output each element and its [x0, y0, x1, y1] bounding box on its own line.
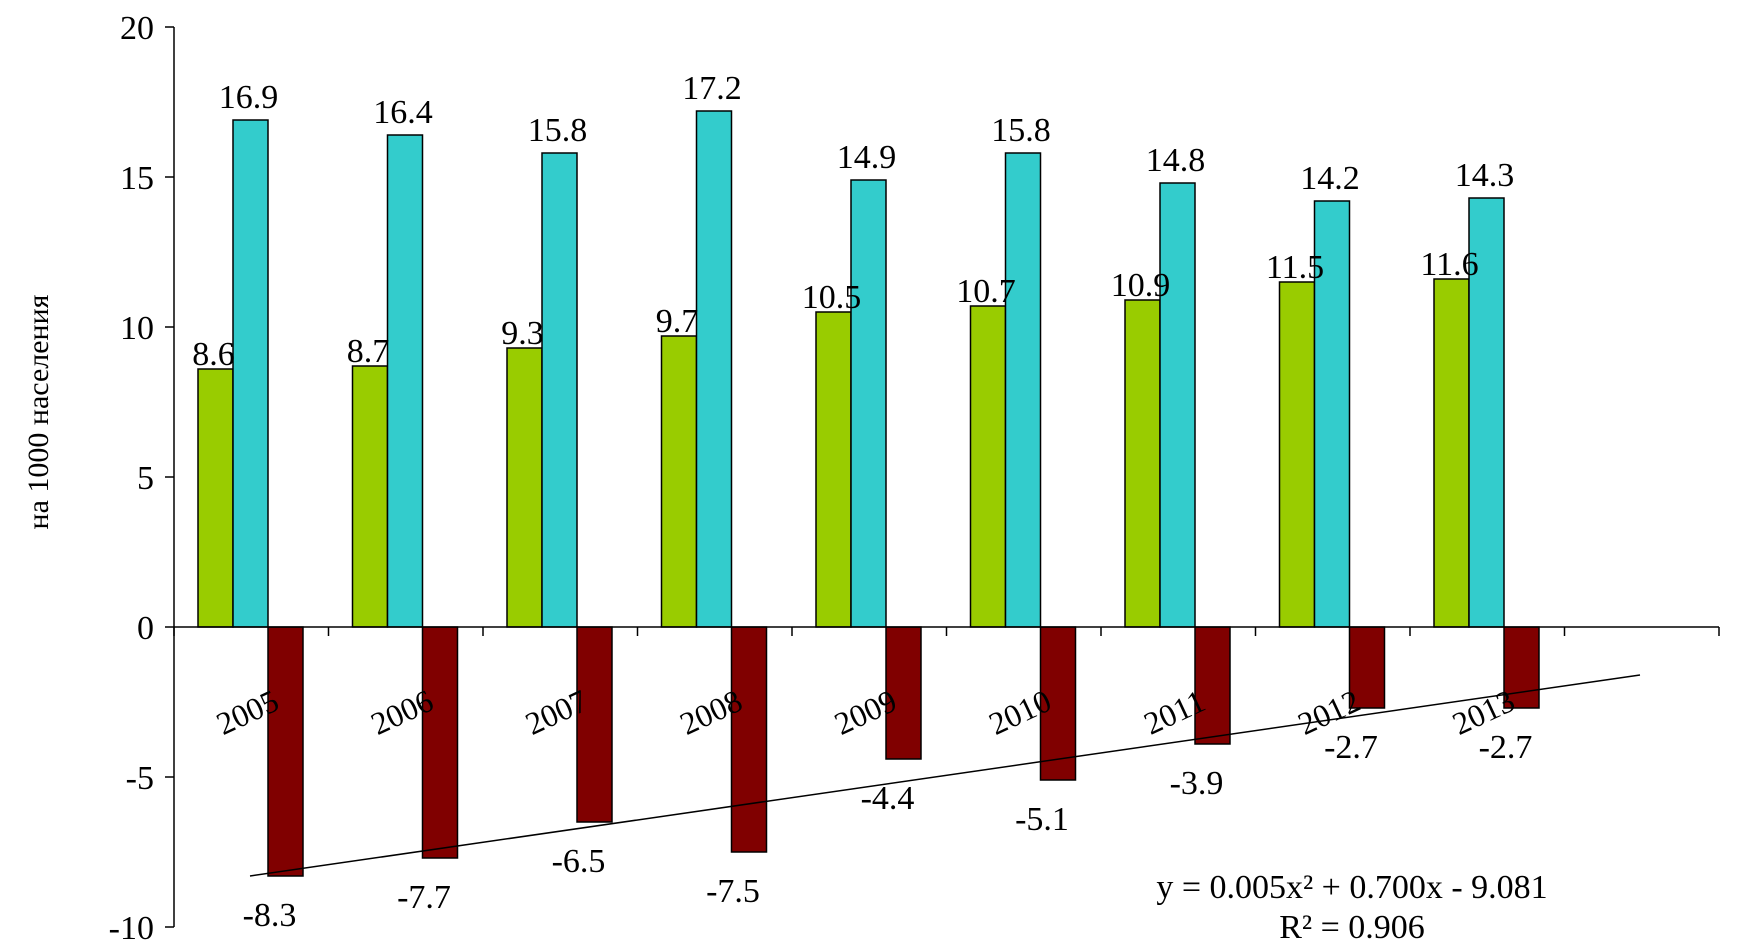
y-tick-label: 15 [120, 160, 154, 197]
bar [541, 152, 578, 628]
data-label: 11.6 [1420, 246, 1478, 283]
bar [576, 626, 613, 823]
bar [660, 335, 698, 628]
bar [1348, 626, 1386, 709]
data-label: 8.7 [347, 333, 390, 370]
bar [850, 179, 887, 628]
bar [197, 368, 234, 628]
y-tick-label: 10 [120, 310, 154, 347]
data-label: -7.7 [397, 879, 451, 916]
data-label: 15.8 [991, 112, 1051, 149]
bar [815, 311, 852, 628]
data-label: 11.5 [1266, 249, 1324, 286]
bar [730, 626, 768, 853]
data-label: 9.3 [501, 315, 544, 352]
data-label: 10.9 [1111, 267, 1171, 304]
data-label: -7.5 [706, 873, 760, 910]
bar [1433, 278, 1470, 628]
trendline-r-squared: R² = 0.906 [1279, 909, 1425, 946]
data-label: 15.8 [528, 112, 588, 149]
bar [1468, 197, 1505, 628]
bar [351, 365, 389, 628]
data-label: -8.3 [243, 897, 297, 934]
bar [1124, 299, 1161, 628]
data-label: 9.7 [656, 303, 699, 340]
bar [1194, 626, 1231, 745]
data-label: 17.2 [682, 70, 742, 107]
bar [1159, 182, 1196, 628]
bars [197, 110, 1540, 877]
data-label: -5.1 [1015, 801, 1069, 838]
y-tick-label: -5 [126, 760, 154, 797]
data-label: 8.6 [192, 336, 235, 373]
data-label: 16.9 [219, 79, 279, 116]
data-label: -6.5 [552, 843, 606, 880]
trendline-group [249, 674, 1641, 877]
data-label: 14.9 [837, 139, 897, 176]
data-label: 16.4 [373, 94, 433, 131]
data-label: -2.7 [1324, 729, 1378, 766]
bar [267, 626, 304, 877]
bar [232, 119, 269, 628]
data-label: 14.2 [1300, 160, 1360, 197]
trendline [249, 674, 1641, 877]
bar [1278, 281, 1316, 628]
bar [969, 305, 1007, 628]
data-label: -4.4 [861, 780, 915, 817]
data-labels: 8.6 8.7 9.3 9.7 10.5 10.7 10.9 11.5 11.6 16.9 16.4… [192, 70, 1532, 934]
bar [1004, 152, 1042, 628]
data-label: 10.7 [956, 273, 1016, 310]
bar [695, 110, 733, 628]
bar [421, 626, 459, 859]
data-label: -2.7 [1479, 729, 1533, 766]
y-tick-label: 5 [137, 460, 154, 497]
bar [506, 347, 543, 628]
y-tick-label: 20 [120, 10, 154, 47]
data-label: -3.9 [1170, 765, 1224, 802]
bar [1039, 626, 1077, 781]
data-label: 10.5 [802, 279, 862, 316]
bar [885, 626, 922, 760]
trendline-equation: y = 0.005x² + 0.700x - 9.081 [1156, 869, 1547, 906]
bar [1313, 200, 1351, 628]
x-axis [173, 626, 1720, 636]
bar [386, 134, 424, 628]
data-label: 14.3 [1455, 157, 1515, 194]
y-axis: -10 -5 0 5 10 15 20 [109, 10, 175, 947]
y-tick-label: 0 [137, 610, 154, 647]
y-tick-label: -10 [109, 910, 154, 947]
y-axis-title: на 1000 населения [22, 294, 55, 529]
data-label: 14.8 [1146, 142, 1206, 179]
